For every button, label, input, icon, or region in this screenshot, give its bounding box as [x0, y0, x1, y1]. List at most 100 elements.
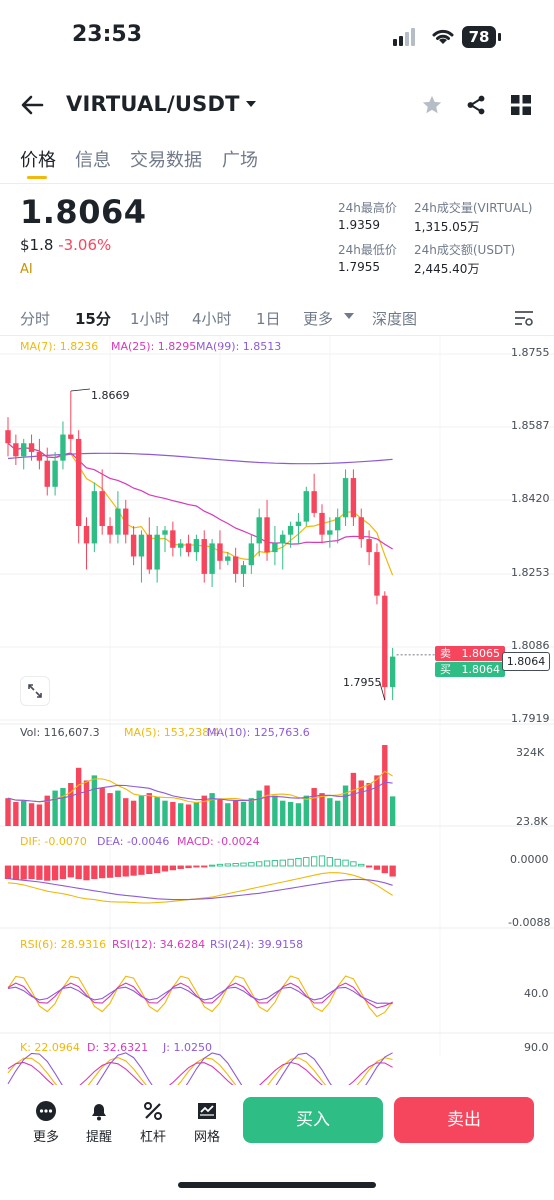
candle-body: [5, 430, 11, 444]
price-axis-label: 1.8420: [511, 492, 550, 505]
candle-body: [350, 478, 357, 518]
volume-bar: [60, 788, 66, 826]
pair-dropdown-icon[interactable]: [245, 99, 257, 109]
macd-histogram-bar: [122, 865, 129, 877]
pair-title[interactable]: VIRTUAL/USDT: [66, 92, 240, 116]
macd-histogram-bar: [287, 858, 294, 867]
ai-label[interactable]: AI: [20, 262, 33, 277]
battery-level: 78: [462, 26, 496, 48]
macd-histogram-bar: [185, 865, 192, 869]
buy-button[interactable]: 买入: [243, 1097, 383, 1143]
volume-bar: [91, 775, 98, 826]
interval-timeline[interactable]: 分时: [20, 310, 51, 328]
candle-body: [123, 508, 129, 535]
volume-bar: [248, 798, 255, 826]
macd-axis-label: -0.0088: [508, 916, 551, 929]
macd-histogram-bar: [232, 863, 239, 867]
buy-tag-value: 1.8064: [461, 663, 501, 676]
candle-body: [295, 521, 302, 526]
interval-4h[interactable]: 4小时: [192, 310, 232, 328]
candle-body: [240, 565, 247, 574]
grid-bot-icon: [198, 1103, 216, 1119]
low-value: 1.7955: [338, 260, 380, 274]
home-indicator: [178, 1182, 376, 1188]
rsi6-label: RSI(6): 28.9316: [20, 938, 107, 951]
vol-label: Vol: 116,607.3: [20, 726, 100, 739]
candle-body: [389, 656, 396, 688]
candle-body: [264, 517, 270, 553]
fullscreen-button[interactable]: [20, 676, 50, 706]
volume-bar: [272, 795, 278, 826]
candle-body: [68, 434, 74, 439]
chart-settings-icon[interactable]: [514, 309, 534, 327]
interval-15m[interactable]: 15分: [75, 310, 111, 328]
bell-icon: [92, 1104, 106, 1121]
grid-label: 网格: [193, 1130, 220, 1145]
vol-ma5-line: [7, 770, 393, 804]
candle-body: [138, 534, 145, 557]
alert-button[interactable]: 提醒: [77, 1100, 121, 1145]
macd-histogram-bar: [177, 865, 184, 869]
kline-chart[interactable]: [0, 336, 554, 1086]
macd-histogram-bar: [263, 860, 271, 867]
wifi-icon: [432, 29, 454, 44]
grid-bot-button[interactable]: 网格: [185, 1100, 229, 1145]
candle-body: [99, 491, 105, 526]
candle-body: [287, 525, 294, 535]
interval-divider: [0, 335, 554, 336]
leverage-button[interactable]: 杠杆: [131, 1100, 175, 1145]
candle-body: [256, 517, 262, 544]
candle-body: [162, 530, 168, 535]
candle-body: [178, 543, 184, 548]
favorite-star-icon[interactable]: [421, 94, 443, 116]
volume-bar: [201, 795, 207, 826]
vol-axis-label: 324K: [516, 746, 545, 759]
price-axis-label: 1.7919: [511, 712, 550, 725]
more-dropdown-icon[interactable]: [344, 312, 354, 320]
sell-tag-value: 1.8065: [461, 647, 501, 660]
dea-label: DEA: -0.0046: [97, 835, 170, 848]
low-label: 24h最低价: [338, 243, 397, 257]
volume-bar: [115, 790, 121, 826]
dea-line: [7, 878, 393, 901]
amount-value: 2,445.40万: [414, 262, 480, 276]
volume-bar: [44, 795, 50, 826]
candle-body: [44, 460, 50, 487]
more-button[interactable]: 更多: [24, 1100, 68, 1145]
depth-chart-tab[interactable]: 深度图: [372, 310, 418, 328]
price-change: -3.06%: [58, 236, 112, 254]
macd-histogram-bar: [358, 863, 365, 867]
macd-histogram-bar: [20, 865, 27, 880]
ma25-label: MA(25): 1.8295: [111, 340, 197, 353]
sell-button[interactable]: 卖出: [394, 1097, 534, 1143]
tab-info[interactable]: 信息: [75, 150, 111, 171]
volume-value: 1,315.05万: [414, 220, 480, 234]
interval-1d[interactable]: 1日: [256, 310, 281, 328]
volume-bar: [146, 793, 152, 826]
volume-bar: [130, 800, 137, 826]
candle-body: [28, 443, 35, 452]
volume-bar: [99, 788, 105, 826]
macd-histogram-bar: [153, 865, 161, 874]
candle-body: [115, 508, 121, 535]
tab-square[interactable]: 广场: [222, 150, 258, 171]
candle-body: [13, 443, 19, 457]
candle-body: [193, 539, 200, 553]
candle-body: [280, 534, 286, 544]
candle-body: [335, 517, 341, 531]
tab-trading-data[interactable]: 交易数据: [130, 150, 202, 171]
share-icon[interactable]: [465, 94, 487, 116]
tab-price[interactable]: 价格: [20, 150, 56, 171]
macd-axis-label: 0.0000: [510, 853, 549, 866]
interval-more[interactable]: 更多: [303, 310, 334, 328]
ma99-line: [7, 452, 393, 465]
alert-label: 提醒: [85, 1130, 112, 1145]
candle-body: [382, 595, 388, 688]
cellular-signal-icon: [393, 28, 415, 46]
interval-1h[interactable]: 1小时: [130, 310, 170, 328]
j-line: [7, 1052, 393, 1086]
back-arrow-icon[interactable]: [20, 94, 44, 116]
grid-menu-icon[interactable]: [511, 95, 531, 115]
ma25-line: [7, 442, 393, 550]
macd-histogram-bar: [201, 865, 208, 868]
